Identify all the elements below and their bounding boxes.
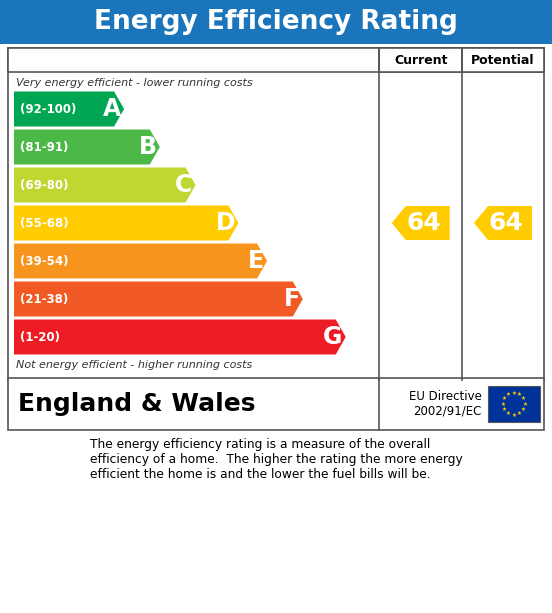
Text: F: F [284, 287, 300, 311]
Text: ★: ★ [512, 390, 517, 395]
Text: ★: ★ [523, 402, 528, 406]
Text: E: E [248, 249, 264, 273]
Polygon shape [474, 206, 532, 240]
Text: ★: ★ [517, 392, 522, 397]
Polygon shape [14, 129, 160, 164]
Text: (55-68): (55-68) [20, 216, 68, 229]
Polygon shape [14, 319, 346, 354]
Text: EU Directive
2002/91/EC: EU Directive 2002/91/EC [409, 390, 482, 418]
Text: ★: ★ [502, 407, 507, 412]
Polygon shape [14, 167, 195, 202]
Text: England & Wales: England & Wales [18, 392, 256, 416]
Bar [8, 48, 544, 72]
Polygon shape [14, 205, 238, 240]
Bar [379, 48, 462, 72]
Text: ★: ★ [517, 411, 522, 416]
Text: Current: Current [394, 53, 448, 66]
Text: (92-100): (92-100) [20, 102, 76, 115]
Text: Not energy efficient - higher running costs: Not energy efficient - higher running co… [16, 360, 252, 370]
Text: ★: ★ [501, 402, 506, 406]
Text: A: A [103, 97, 121, 121]
Bar [488, 386, 540, 422]
Text: ★: ★ [512, 413, 517, 417]
Text: 64: 64 [489, 211, 523, 235]
Text: Very energy efficient - lower running costs: Very energy efficient - lower running co… [16, 78, 253, 88]
Text: ★: ★ [506, 411, 511, 416]
Text: Energy Efficiency Rating: Energy Efficiency Rating [94, 9, 458, 35]
Text: (1-20): (1-20) [20, 330, 60, 343]
Text: (69-80): (69-80) [20, 178, 68, 191]
Text: B: B [139, 135, 157, 159]
Polygon shape [14, 91, 124, 126]
Polygon shape [14, 281, 303, 316]
Text: ★: ★ [502, 396, 507, 401]
Polygon shape [14, 243, 267, 278]
Bar [8, 378, 544, 430]
Text: (39-54): (39-54) [20, 254, 68, 267]
Text: The energy efficiency rating is a measure of the overall
efficiency of a home.  : The energy efficiency rating is a measur… [89, 438, 463, 481]
Text: G: G [323, 325, 343, 349]
Text: (21-38): (21-38) [20, 292, 68, 305]
Bar [0, 0, 552, 44]
Text: ★: ★ [521, 407, 526, 412]
Text: C: C [176, 173, 193, 197]
Text: ★: ★ [506, 392, 511, 397]
Bar [462, 48, 544, 72]
Polygon shape [392, 206, 450, 240]
Text: ★: ★ [521, 396, 526, 401]
Text: 64: 64 [406, 211, 441, 235]
Text: Potential: Potential [471, 53, 535, 66]
Bar [8, 48, 544, 380]
Text: D: D [216, 211, 236, 235]
Text: (81-91): (81-91) [20, 140, 68, 153]
